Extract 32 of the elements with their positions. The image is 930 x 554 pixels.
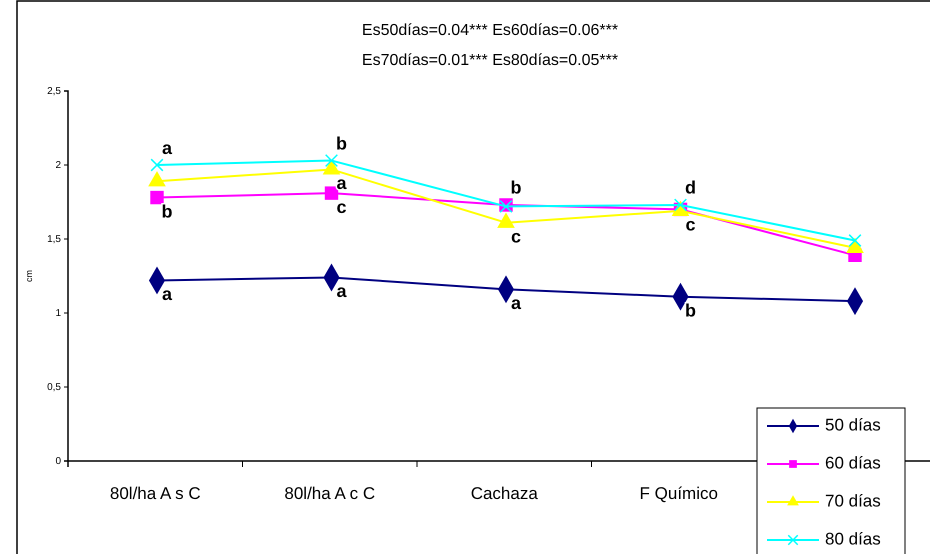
x-tick-label: 80l/ha A s C (110, 484, 201, 503)
y-axis-title: cm (24, 270, 34, 282)
y-tick-label: 0 (55, 456, 62, 468)
annotation: d (685, 178, 696, 198)
point (150, 190, 164, 204)
x-tick-label: 80l/ha A c C (284, 484, 376, 503)
annotation: a (336, 173, 348, 194)
x-tick-label: Cachaza (470, 484, 538, 503)
y-tick-label: 1 (55, 308, 62, 320)
annotation: c (685, 214, 696, 235)
y-tick-label: 1,5 (47, 234, 62, 246)
annotation: b (685, 300, 696, 320)
legend-label: 60 días (825, 453, 881, 472)
legend-label: 50 días (825, 415, 881, 434)
legend-label: 70 días (825, 491, 881, 510)
annotation: c (510, 226, 522, 246)
annotation: a (336, 281, 348, 302)
annotation: a (510, 293, 522, 314)
annotation: a (162, 138, 173, 158)
y-tick-label: 0,5 (47, 382, 62, 394)
x-tick-label: F Químico (640, 484, 718, 503)
point (150, 158, 164, 172)
annotation: b (336, 133, 347, 154)
y-tick-label: 2,5 (47, 86, 62, 98)
y-tick-label: 2 (55, 160, 62, 172)
annotation: c (336, 196, 347, 217)
chart-title: Es50días=0.04*** Es60días=0.06*** Es70días=0.01*** Es80días=0.05*** (362, 22, 618, 69)
annotation: a (162, 284, 173, 304)
point (324, 186, 338, 200)
legend-label: 80 días (825, 529, 881, 548)
annotation: b (510, 178, 522, 198)
annotation: b (162, 201, 172, 222)
